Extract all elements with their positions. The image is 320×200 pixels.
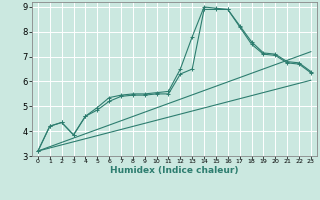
X-axis label: Humidex (Indice chaleur): Humidex (Indice chaleur) <box>110 166 239 175</box>
